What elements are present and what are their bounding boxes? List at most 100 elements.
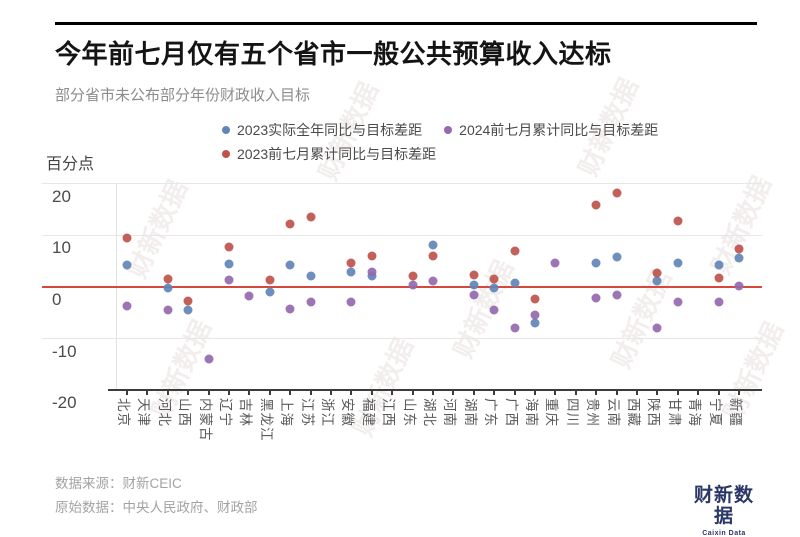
x-axis-tick xyxy=(207,390,210,395)
gridline xyxy=(42,234,762,236)
legend-item: 2024前七月累计同比与目标差距 xyxy=(444,120,658,140)
data-point xyxy=(489,283,499,293)
x-axis-label: 上海 xyxy=(279,398,295,427)
x-axis-tick xyxy=(574,390,577,395)
x-axis-tick xyxy=(656,390,659,395)
legend-label: 2023实际全年同比与目标差距 xyxy=(237,122,423,138)
x-axis-label: 重庆 xyxy=(544,398,560,427)
data-point xyxy=(612,252,622,262)
data-point xyxy=(306,271,316,281)
y-axis-unit-label: 百分点 xyxy=(46,156,95,173)
x-axis-tick xyxy=(248,390,251,395)
x-axis-label: 四川 xyxy=(564,398,580,427)
data-point xyxy=(591,200,601,210)
data-point xyxy=(408,280,418,290)
gridline xyxy=(42,183,762,185)
zero-reference-line xyxy=(42,286,762,288)
data-point xyxy=(510,323,520,333)
x-axis-label: 山西 xyxy=(177,398,193,427)
x-axis-tick xyxy=(452,390,455,395)
x-axis-label: 福建 xyxy=(360,398,376,427)
x-axis-label: 安徽 xyxy=(340,398,356,427)
y-axis-label: -20 xyxy=(52,393,77,413)
data-point xyxy=(346,258,356,268)
data-point xyxy=(714,260,724,270)
x-axis-label: 天津 xyxy=(136,398,152,427)
data-point xyxy=(244,291,254,301)
x-axis-tick xyxy=(432,390,434,395)
data-point xyxy=(265,275,275,285)
x-axis-label: 浙江 xyxy=(320,398,335,427)
x-axis-label: 山东 xyxy=(401,398,417,427)
data-point xyxy=(183,296,193,306)
data-point xyxy=(122,260,132,270)
x-axis-tick xyxy=(370,390,373,395)
x-axis-label: 北京 xyxy=(116,398,131,427)
x-axis-tick xyxy=(717,390,720,395)
data-point xyxy=(285,260,295,270)
x-axis-tick xyxy=(289,390,292,395)
data-point xyxy=(489,274,499,284)
x-axis-tick xyxy=(534,390,536,395)
data-point xyxy=(530,310,540,320)
x-axis-tick xyxy=(330,390,332,395)
x-axis-label: 江苏 xyxy=(299,398,315,427)
logo-subtext: Caixin Data xyxy=(702,529,746,537)
y-axis-label: 0 xyxy=(52,290,62,309)
data-point xyxy=(428,240,438,250)
data-point xyxy=(163,274,173,284)
original-data-note: 原始数据：中央人民政府、财政部 xyxy=(55,500,258,515)
x-axis-tick xyxy=(391,390,394,395)
x-axis-tick xyxy=(513,390,516,395)
data-point xyxy=(510,278,520,288)
x-axis-label: 黑龙江 xyxy=(258,398,274,442)
legend-label: 2023前七月累计同比与目标差距 xyxy=(237,146,437,162)
data-point xyxy=(183,305,193,315)
data-point xyxy=(530,318,540,328)
data-point xyxy=(673,297,683,307)
x-axis-label: 吉林 xyxy=(238,398,254,427)
watermark: 财新数据 xyxy=(447,255,519,363)
x-axis-tick xyxy=(493,390,496,395)
data-point xyxy=(714,273,724,283)
x-axis-label: 贵州 xyxy=(585,398,601,427)
data-point xyxy=(673,216,683,226)
watermark: 财新数据 xyxy=(705,171,777,279)
data-point xyxy=(510,246,520,256)
data-point xyxy=(734,253,744,263)
data-point xyxy=(346,297,356,307)
data-point xyxy=(224,259,234,269)
x-axis-label: 辽宁 xyxy=(218,398,233,427)
x-axis-label: 海南 xyxy=(524,398,539,427)
data-point xyxy=(265,287,275,297)
legend-label: 2024前七月累计同比与目标差距 xyxy=(459,122,659,138)
x-axis-tick xyxy=(187,390,190,395)
x-axis-label: 云南 xyxy=(605,398,621,427)
caixin-data-logo: 财新数据 Caixin Data xyxy=(686,485,762,537)
x-axis-label: 内蒙古 xyxy=(197,398,213,442)
y-axis-label: 20 xyxy=(52,186,71,206)
x-axis-label: 甘肃 xyxy=(666,398,682,427)
data-point xyxy=(204,354,214,364)
data-point xyxy=(612,188,622,198)
data-point xyxy=(469,270,479,280)
data-point xyxy=(673,258,683,268)
data-point xyxy=(224,242,234,252)
data-point xyxy=(408,271,418,281)
data-point xyxy=(469,290,479,300)
data-point xyxy=(652,276,662,286)
x-axis-tick xyxy=(676,390,679,395)
gridline xyxy=(42,338,762,340)
data-point xyxy=(306,297,316,307)
x-axis-tick xyxy=(350,390,353,395)
data-point xyxy=(224,275,234,285)
data-point xyxy=(163,305,173,315)
data-point xyxy=(734,281,744,291)
data-point xyxy=(163,283,173,293)
chart-subtitle: 部分省市未公布部分年份财政收入目标 xyxy=(55,87,311,104)
x-axis-tick xyxy=(309,390,312,395)
x-axis-label: 青海 xyxy=(687,398,703,427)
legend: 2023实际全年同比与目标差距 2024前七月累计同比与目标差距 2023前七月累计… xyxy=(222,120,700,164)
